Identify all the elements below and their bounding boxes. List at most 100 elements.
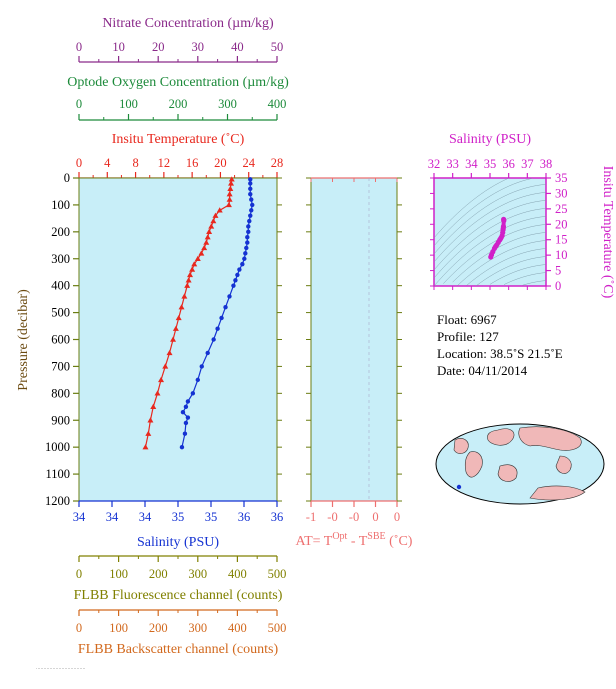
density-contour [433, 208, 547, 279]
delta-t-tick-label: -0 [349, 510, 359, 524]
salinity-point [245, 240, 250, 245]
fluorescence-axis: 0 100 200 300 400 500 FLBB Fluorescence chann… [74, 555, 287, 603]
delta-t-tick-label: -1 [306, 510, 316, 524]
pressure-tick-label: 500 [51, 306, 70, 320]
fluorescence-axis-title: FLBB Fluorescence channel (counts) [74, 588, 283, 603]
salinity-point [240, 261, 245, 267]
density-contour [433, 177, 509, 239]
backscatter-axis-title: FLBB Backscatter channel (counts) [78, 642, 279, 657]
salinity-point [248, 181, 253, 186]
salinity-tick-label: 35 [172, 510, 185, 524]
profile-plot-area [78, 177, 278, 502]
temperature-tick-label: 16 [186, 156, 199, 170]
salinity-point [243, 251, 248, 256]
temperature-point [184, 282, 191, 288]
temperature-point [172, 325, 179, 331]
fluorescence-tick-label: 100 [109, 567, 128, 581]
footer-code: ································· [36, 666, 86, 671]
temperature-point [181, 293, 188, 299]
ts-temperature-tick-label: 25 [555, 202, 568, 216]
salinity-point [248, 186, 253, 191]
salinity-point [183, 420, 189, 426]
temperature-tick-label: 24 [242, 156, 255, 170]
salinity-tick-label: 34 [139, 510, 152, 524]
temperature-point [201, 244, 208, 251]
temperature-axis: Insitu Temperature (˚C) 0 4 8 12 16 20 24 28 [76, 132, 283, 179]
ts-temperature-tick-label: 15 [555, 233, 568, 247]
temperature-point [150, 403, 157, 409]
float-id: Float: 6967 [437, 312, 497, 327]
temperature-point [142, 444, 149, 450]
ts-temperature-tick-label: 5 [555, 264, 561, 278]
salinity-tick-label: 35 [205, 510, 218, 524]
temperature-point [208, 223, 215, 229]
backscatter-tick-label: 100 [109, 621, 128, 635]
ts-plot-area [433, 177, 547, 287]
profile-series [142, 176, 255, 450]
temperature-point [158, 376, 165, 383]
ts-temperature-tick-label: 0 [555, 279, 561, 293]
temperature-point [228, 176, 235, 182]
backscatter-axis: 0 100 200 300 400 500 FLBB Backscatter channe… [76, 609, 286, 657]
salinity-point [245, 235, 250, 240]
density-contour [452, 232, 547, 283]
backscatter-tick-label: 300 [188, 621, 207, 635]
density-contour [443, 224, 547, 284]
salinity-point [235, 272, 240, 278]
temperature-point [198, 250, 205, 256]
salinity-point [180, 409, 186, 415]
temperature-tick-label: 8 [132, 156, 138, 170]
temperature-tick-label: 4 [104, 156, 111, 170]
salinity-point [183, 404, 189, 409]
temperature-point [154, 390, 161, 396]
nitrate-tick-label: 30 [192, 40, 205, 54]
pressure-tick-label: 700 [51, 359, 70, 373]
fluorescence-tick-label: 300 [188, 567, 207, 581]
temperature-point [225, 201, 232, 208]
temperature-axis-title: Insitu Temperature (˚C) [112, 132, 245, 147]
salinity-tick-label: 34 [106, 510, 119, 524]
salinity-point [185, 415, 191, 420]
salinity-point [233, 278, 238, 283]
salinity-point [242, 256, 247, 261]
nitrate-tick-label: 50 [271, 40, 284, 54]
oxygen-tick-label: 0 [76, 97, 82, 111]
temperature-tick-label: 0 [76, 156, 82, 170]
nitrate-tick-label: 0 [76, 40, 82, 54]
pressure-tick-label: 1100 [45, 467, 70, 481]
oxygen-tick-label: 200 [169, 97, 188, 111]
ts-salinity-title: Salinity (PSU) [449, 132, 531, 147]
nitrate-axis-title: Nitrate Concentration (µm/kg) [102, 16, 274, 31]
ts-temperature-tick-label: 20 [555, 217, 568, 231]
density-contour [433, 178, 533, 247]
temperature-point [194, 255, 201, 261]
temperature-point [226, 191, 233, 197]
pressure-tick-label: 400 [51, 279, 70, 293]
ts-salinity-tick-label: 35 [484, 157, 497, 171]
temperature-point [191, 261, 198, 267]
salinity-point [246, 229, 251, 235]
temperature-point [145, 430, 152, 436]
salinity-tick-label: 34 [73, 510, 86, 524]
temperature-point [206, 228, 213, 235]
density-contour [457, 240, 547, 286]
temperature-tick-label: 12 [158, 156, 171, 170]
temperature-point [226, 196, 233, 202]
ts-temperature-tick-label: 10 [555, 248, 568, 262]
pressure-tick-label: 300 [51, 252, 70, 266]
salinity-point [182, 431, 188, 436]
fluorescence-tick-label: 500 [268, 567, 287, 581]
salinity-tick-label: 36 [238, 510, 251, 524]
salinity-point [211, 337, 216, 342]
salinity-tick-label: 36 [271, 510, 284, 524]
salinity-point [249, 208, 254, 213]
temperature-point [187, 271, 194, 278]
ts-temperature-tick-label: 30 [555, 186, 568, 200]
pressure-tick-label: 600 [51, 333, 70, 347]
salinity-point [190, 391, 196, 396]
salinity-point [215, 326, 220, 331]
oxygen-axis: Optode Oxygen Concentration (µm/kg) 0 100… [67, 75, 289, 121]
density-contour [503, 272, 547, 285]
ts-point [501, 216, 507, 222]
